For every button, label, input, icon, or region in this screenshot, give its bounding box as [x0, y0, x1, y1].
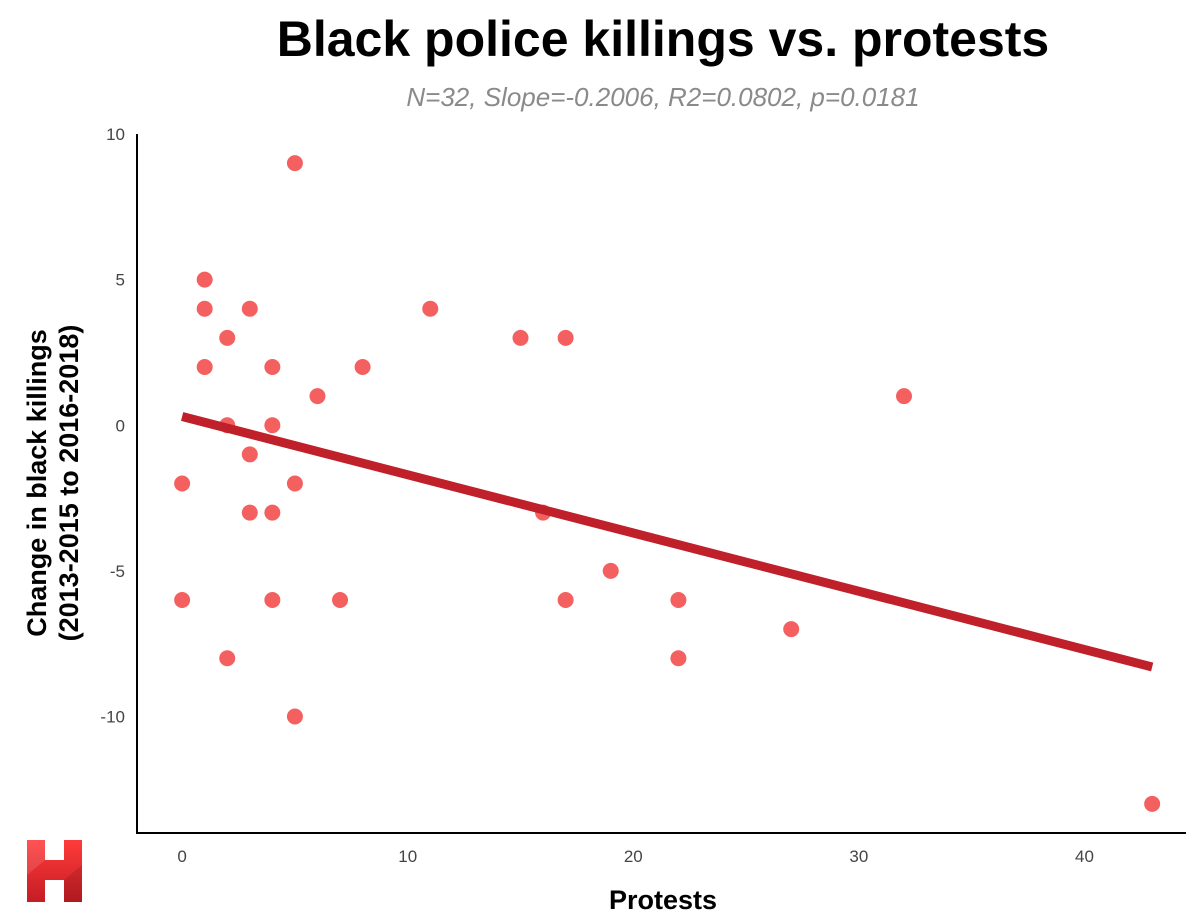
data-point	[1144, 795, 1161, 812]
y-axis-subtitle: (2013-2015 to 2016-2018)	[54, 325, 84, 642]
x-tick-labels: 0 10 20 30 40	[177, 847, 1094, 866]
y-tick-label: -10	[100, 708, 125, 727]
y-tick-label: 10	[106, 125, 125, 144]
y-tick-label: 5	[116, 271, 125, 290]
x-tick-label: 30	[849, 847, 868, 866]
data-point	[241, 446, 258, 463]
x-axis-title: Protests	[609, 885, 717, 915]
data-point	[174, 475, 191, 492]
y-tick-labels: 10 5 0 -5 -10	[100, 125, 125, 727]
data-point	[557, 592, 574, 608]
data-point	[783, 621, 800, 638]
chart-title: Black police killings vs. protests	[277, 11, 1050, 67]
data-point	[264, 359, 281, 375]
data-point	[354, 359, 371, 375]
data-point	[422, 300, 439, 317]
data-point	[286, 708, 303, 725]
data-point	[196, 359, 213, 375]
data-point	[512, 329, 529, 346]
x-tick-label: 0	[177, 847, 186, 866]
data-point	[264, 417, 281, 434]
data-point	[670, 592, 687, 608]
data-point	[309, 388, 326, 405]
data-point	[174, 592, 191, 608]
chart-subtitle: N=32, Slope=-0.2006, R2=0.0802, p=0.0181	[406, 82, 919, 112]
y-tick-label: -5	[110, 562, 125, 581]
y-tick-label: 0	[116, 416, 125, 435]
data-point	[219, 650, 236, 667]
data-point	[241, 504, 258, 521]
x-tick-label: 40	[1075, 847, 1094, 866]
data-point	[241, 300, 258, 317]
data-point	[557, 329, 574, 346]
y-axis-title: Change in black killings	[22, 329, 52, 637]
data-point	[286, 155, 303, 172]
data-point	[896, 388, 913, 405]
data-point	[196, 300, 213, 317]
h-logo-icon	[27, 840, 82, 902]
data-point	[670, 650, 687, 667]
x-tick-label: 10	[398, 847, 417, 866]
x-tick-label: 20	[624, 847, 643, 866]
axes	[136, 134, 1186, 834]
data-point	[196, 271, 213, 288]
data-points	[174, 155, 1161, 812]
data-point	[264, 592, 281, 608]
trend-line	[180, 412, 1154, 672]
data-point	[219, 329, 236, 346]
data-point	[264, 504, 281, 521]
data-point	[286, 475, 303, 492]
data-point	[332, 592, 349, 608]
data-point	[602, 562, 619, 579]
